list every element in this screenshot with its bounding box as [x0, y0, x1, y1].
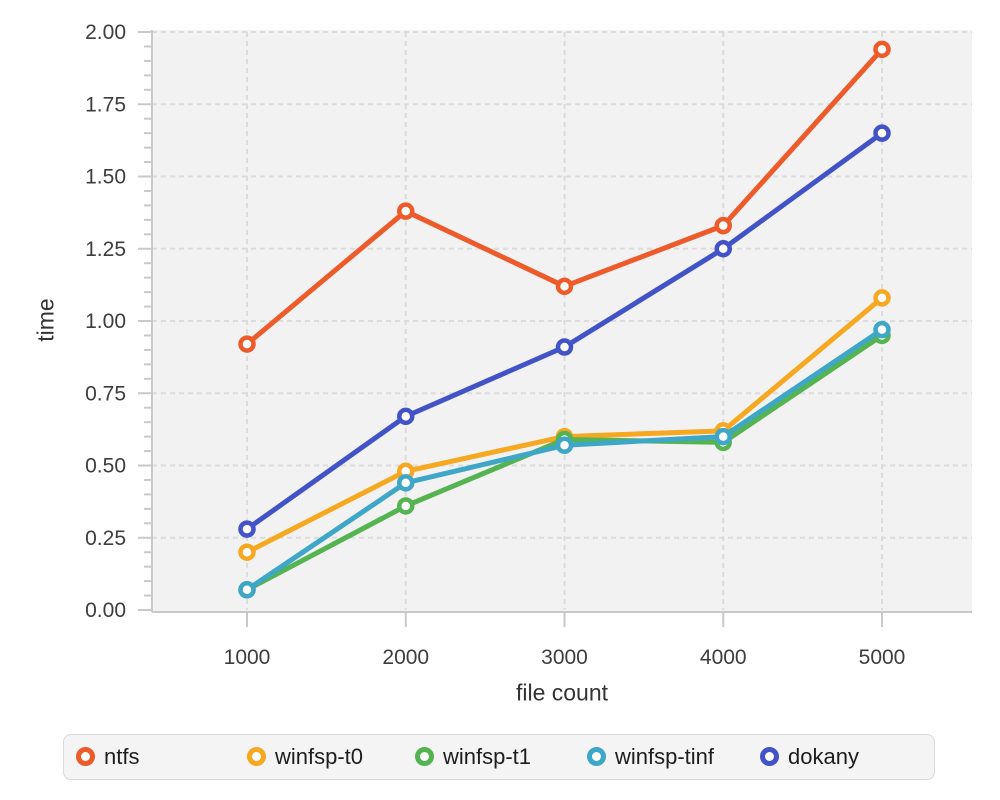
- legend-marker-winfsp-t0-icon: [247, 747, 266, 766]
- x-tick-label: 3000: [541, 646, 588, 669]
- legend-marker-ntfs-icon: [76, 747, 95, 766]
- marker-winfsp-t1: [397, 497, 415, 515]
- marker-winfsp-tinf: [873, 320, 891, 339]
- legend-label-winfsp-tinf: winfsp-tinf: [615, 743, 715, 769]
- marker-ntfs: [238, 335, 256, 353]
- y-tick-label: 1.00: [85, 310, 126, 333]
- legend-item-winfsp-t1: winfsp-t1: [415, 735, 531, 778]
- marker-dokany: [397, 407, 415, 426]
- y-tick-label: 0.25: [85, 527, 126, 550]
- marker-ntfs: [397, 202, 415, 220]
- legend-label-winfsp-t1: winfsp-t1: [443, 743, 532, 769]
- marker-winfsp-t0: [238, 543, 256, 561]
- y-tick-label: 0.00: [85, 599, 126, 622]
- x-tick-label: 2000: [382, 646, 429, 669]
- legend-label-dokany: dokany: [788, 743, 859, 769]
- marker-dokany: [714, 240, 732, 258]
- marker-dokany: [873, 124, 891, 142]
- legend-label-ntfs: ntfs: [104, 743, 140, 769]
- y-tick-label: 0.50: [85, 455, 126, 478]
- y-tick-label: 1.50: [85, 166, 126, 189]
- y-tick-label: 1.75: [85, 93, 126, 116]
- legend-marker-winfsp-t1-icon: [415, 747, 434, 766]
- legend-item-winfsp-t0: winfsp-t0: [247, 735, 363, 778]
- x-tick-label: 1000: [224, 646, 271, 669]
- legend-marker-winfsp-tinf-icon: [587, 747, 606, 766]
- y-axis-title: time: [32, 298, 59, 342]
- marker-ntfs: [873, 40, 891, 59]
- x-axis-title: file count: [515, 679, 609, 706]
- y-tick-label: 2.00: [85, 21, 126, 44]
- legend-item-winfsp-tinf: winfsp-tinf: [587, 735, 714, 778]
- x-tick-label: 4000: [700, 646, 747, 669]
- legend-item-dokany: dokany: [760, 735, 859, 778]
- marker-winfsp-tinf: [555, 436, 574, 455]
- y-tick-label: 1.25: [85, 238, 126, 261]
- legend-label-winfsp-t0: winfsp-t0: [275, 743, 364, 769]
- legend: ntfs winfsp-t0 winfsp-t1 winfsp-tinf dokany: [63, 734, 935, 780]
- marker-ntfs: [714, 216, 732, 235]
- marker-dokany: [238, 520, 256, 538]
- y-tick-label: 0.75: [85, 382, 126, 405]
- x-tick-label: 5000: [859, 646, 906, 669]
- marker-ntfs: [555, 277, 574, 296]
- marker-winfsp-t0: [873, 289, 891, 307]
- marker-winfsp-tinf: [397, 474, 415, 492]
- marker-winfsp-tinf: [238, 581, 256, 599]
- marker-dokany: [555, 338, 574, 356]
- legend-marker-dokany-icon: [760, 747, 779, 766]
- legend-item-ntfs: ntfs: [76, 735, 139, 778]
- marker-winfsp-tinf: [714, 427, 732, 446]
